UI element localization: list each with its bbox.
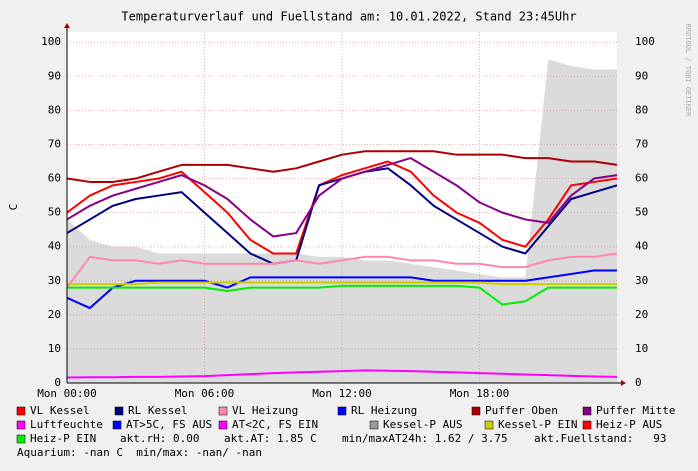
- marks: [66, 59, 618, 383]
- line: [66, 157, 618, 238]
- line: [67, 281, 617, 286]
- legend-label: VL Kessel: [30, 404, 90, 417]
- legend-label: RL Heizung: [351, 404, 417, 417]
- axes: 0 0 10 10 20 20 30 30 40 40 50 50 60 60 70 70 80 80 90 90 10…: [37, 23, 655, 400]
- y-tick-label: 20: [48, 308, 61, 321]
- y-tick-label: 70: [48, 137, 61, 150]
- x-tick-label: Mon 12:00: [312, 387, 372, 400]
- status-text: akt.Fuellstand: 93: [534, 432, 666, 445]
- legend-label: Kessel-P AUS: [383, 418, 462, 431]
- legend-label: AT>5C, FS AUS: [126, 418, 212, 431]
- y-tick-label: 50: [48, 206, 61, 219]
- y-tick-label: 100: [41, 35, 61, 48]
- line: [66, 150, 618, 183]
- y-tick-label-right: 10: [635, 342, 648, 355]
- legend-swatch: [16, 420, 26, 430]
- legend-label: AT<2C, FS EIN: [232, 418, 318, 431]
- legend-swatch: [337, 406, 347, 416]
- legend: VL Kessel RL Kessel VL Heizung RL Heizung Pu…: [16, 404, 675, 459]
- legend-swatch: [471, 406, 481, 416]
- y-tick-label-right: 30: [635, 274, 648, 287]
- watermark: RRDTOOL / TOBI OETIKER: [684, 24, 692, 118]
- status-text: min/maxAT24h: 1.62 / 3.75: [342, 432, 508, 445]
- x-tick-label: Mon 18:00: [450, 387, 510, 400]
- legend-swatch: [112, 420, 122, 430]
- y-tick-label: 90: [48, 69, 61, 82]
- y-tick-label: 40: [48, 240, 61, 253]
- y-tick-label-right: 50: [635, 206, 648, 219]
- legend-swatch: [582, 406, 592, 416]
- y-tick-label: 80: [48, 103, 61, 116]
- y-tick-label-right: 100: [635, 35, 655, 48]
- legend-swatch: [16, 406, 26, 416]
- line: [66, 269, 617, 310]
- axis-arrow: [64, 23, 70, 28]
- y-tick-label-right: 20: [635, 308, 648, 321]
- x-tick-label: Mon 00:00: [37, 387, 97, 400]
- legend-swatch: [218, 420, 228, 430]
- legend-label: Puffer Mitte: [596, 404, 675, 417]
- y-tick-label-right: 0: [635, 376, 642, 389]
- plot-area: [67, 32, 617, 383]
- status-text: akt.AT: 1.85 C: [224, 432, 317, 445]
- y-tick-label-right: 60: [635, 172, 648, 185]
- legend-swatch: [218, 406, 228, 416]
- line: [66, 369, 618, 379]
- legend-label: Luftfeuchte: [30, 418, 103, 431]
- legend-label: Heiz-P AUS: [596, 418, 662, 431]
- line: [67, 284, 617, 306]
- x-tick-label: Mon 06:00: [175, 387, 235, 400]
- y-tick-label-right: 90: [635, 69, 648, 82]
- y-tick-label-right: 40: [635, 240, 648, 253]
- legend-swatch: [114, 406, 124, 416]
- area: [67, 59, 617, 383]
- chart-title: Temperaturverlauf und Fuellstand am: 10.…: [121, 10, 576, 24]
- status-text: akt.rH: 0.00: [120, 432, 199, 445]
- status-text: Aquarium: -nan C min/max: -nan/ -nan: [17, 446, 262, 459]
- legend-label: RL Kessel: [128, 404, 188, 417]
- y-tick-label: 60: [48, 172, 61, 185]
- legend-label: Puffer Oben: [485, 404, 558, 417]
- y-tick-label: 30: [48, 274, 61, 287]
- legend-swatch: [369, 420, 379, 430]
- y-axis-label: C: [7, 204, 20, 211]
- legend-label: VL Heizung: [232, 404, 298, 417]
- legend-swatch: [582, 420, 592, 430]
- axis-arrow: [621, 380, 626, 386]
- y-tick-label-right: 80: [635, 103, 648, 116]
- legend-swatch: [484, 420, 494, 430]
- y-tick-label: 0: [54, 376, 61, 389]
- y-tick-label: 10: [48, 342, 61, 355]
- y-tick-label-right: 70: [635, 137, 648, 150]
- legend-swatch: [16, 434, 26, 444]
- legend-label: Heiz-P EIN: [30, 432, 96, 445]
- line: [66, 252, 618, 289]
- legend-label: Kessel-P EIN: [498, 418, 577, 431]
- line: [66, 160, 618, 255]
